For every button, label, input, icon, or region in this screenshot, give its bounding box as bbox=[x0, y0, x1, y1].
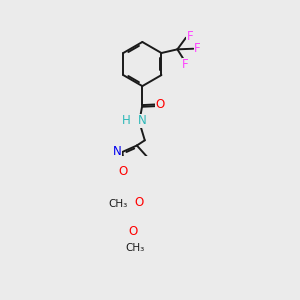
Text: O: O bbox=[134, 196, 143, 209]
Text: F: F bbox=[187, 30, 193, 43]
Text: CH₃: CH₃ bbox=[108, 199, 128, 209]
Text: O: O bbox=[155, 98, 165, 111]
Text: N: N bbox=[138, 114, 146, 127]
Text: O: O bbox=[118, 166, 128, 178]
Text: CH₃: CH₃ bbox=[125, 243, 145, 253]
Text: F: F bbox=[182, 58, 189, 71]
Text: F: F bbox=[194, 42, 201, 55]
Text: N: N bbox=[113, 145, 122, 158]
Text: H: H bbox=[122, 114, 131, 127]
Text: O: O bbox=[129, 225, 138, 238]
